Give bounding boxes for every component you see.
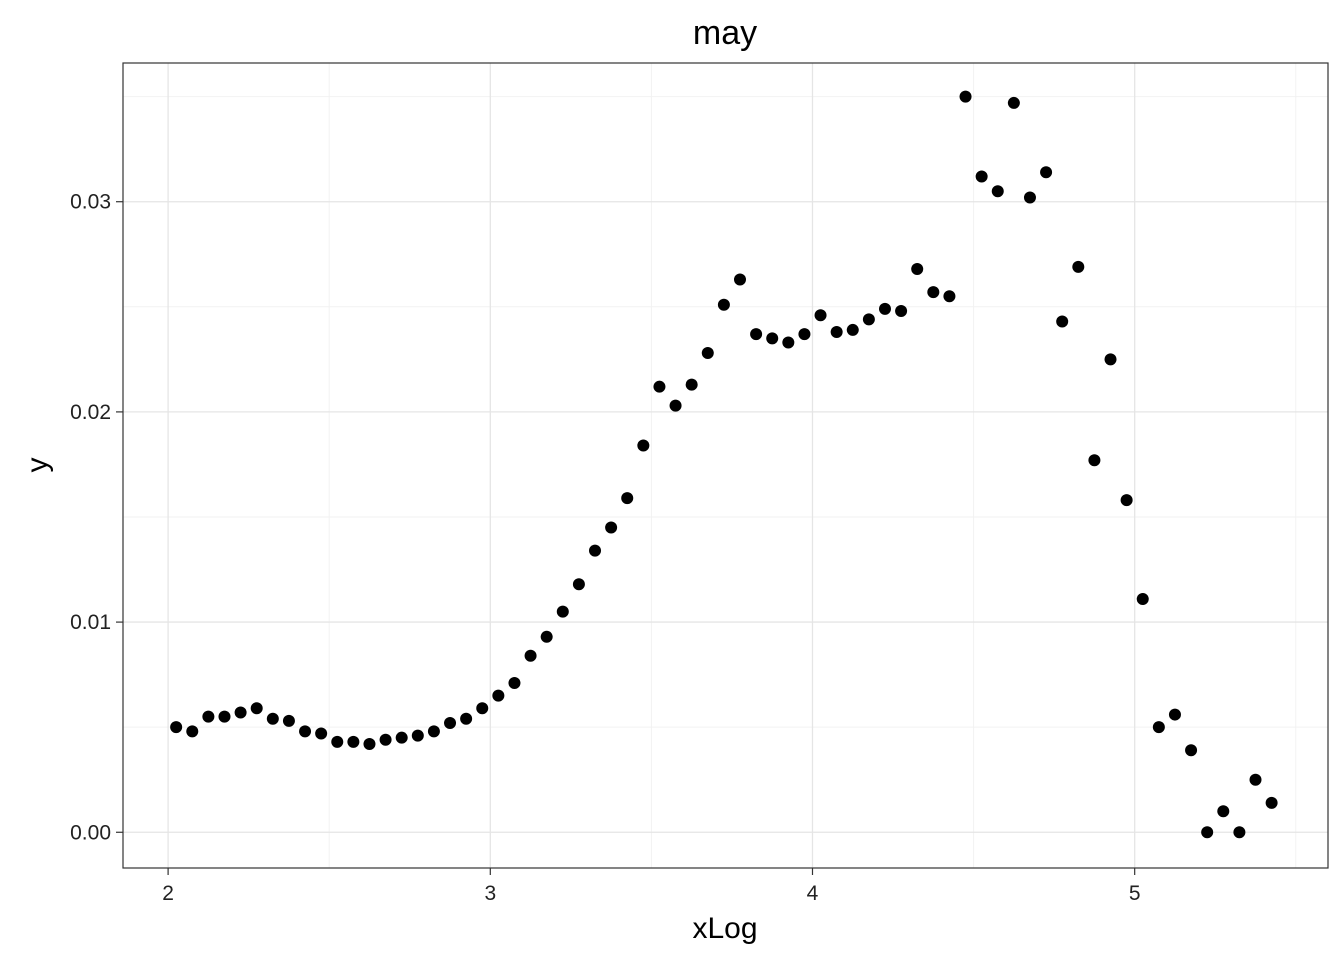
data-point	[733, 273, 746, 286]
data-point	[1136, 592, 1149, 605]
y-tick-label: 0.00	[70, 821, 111, 844]
data-point	[202, 710, 215, 723]
data-point	[766, 332, 779, 345]
data-point	[911, 262, 924, 275]
data-point	[605, 521, 618, 534]
data-point	[234, 706, 247, 719]
x-tick-label: 3	[484, 882, 496, 905]
data-point	[943, 290, 956, 303]
data-point	[1023, 191, 1036, 204]
x-tick-label: 4	[807, 882, 819, 905]
data-point	[1265, 796, 1278, 809]
data-point	[572, 578, 585, 591]
data-point	[250, 702, 263, 715]
data-point	[895, 305, 908, 318]
data-point	[830, 326, 843, 339]
data-point	[1104, 353, 1117, 366]
y-tick-label: 0.01	[70, 611, 111, 634]
data-point	[218, 710, 231, 723]
data-point	[717, 298, 730, 311]
data-point	[878, 302, 891, 315]
data-point	[927, 286, 940, 299]
data-point	[411, 729, 424, 742]
data-point	[1217, 805, 1230, 818]
data-points	[170, 90, 1278, 839]
data-point	[637, 439, 650, 452]
data-point	[395, 731, 408, 744]
data-point	[621, 492, 634, 505]
data-point	[685, 378, 698, 391]
data-point	[444, 716, 457, 729]
data-point	[540, 630, 553, 643]
data-point	[186, 725, 199, 738]
data-point	[492, 689, 505, 702]
data-point	[1007, 96, 1020, 109]
data-point	[1088, 454, 1101, 467]
y-axis-title: y	[21, 458, 54, 473]
data-point	[1185, 744, 1198, 757]
data-point	[460, 712, 473, 725]
data-point	[1152, 721, 1165, 734]
data-point	[282, 714, 295, 727]
y-tick-label: 0.03	[70, 191, 111, 214]
data-point	[347, 735, 360, 748]
x-tick-label: 2	[162, 882, 174, 905]
data-point	[556, 605, 569, 618]
x-axis: 2 3 4 5	[162, 868, 1141, 905]
data-point	[363, 737, 376, 750]
data-point	[427, 725, 440, 738]
data-point	[975, 170, 988, 183]
data-point	[1072, 260, 1085, 273]
data-point	[524, 649, 537, 662]
data-point	[798, 328, 811, 341]
data-point	[331, 735, 344, 748]
data-point	[1249, 773, 1262, 786]
data-point	[669, 399, 682, 412]
data-point	[266, 712, 279, 725]
data-point	[1201, 826, 1214, 839]
data-point	[299, 725, 312, 738]
y-tick-label: 0.02	[70, 401, 111, 424]
x-tick-label: 5	[1129, 882, 1141, 905]
data-point	[1056, 315, 1069, 328]
data-point	[589, 544, 602, 557]
data-point	[170, 721, 183, 734]
data-point	[846, 323, 859, 336]
y-axis: 0.00 0.01 0.02 0.03	[70, 191, 123, 844]
data-point	[315, 727, 328, 740]
major-gridlines	[123, 63, 1328, 868]
data-point	[1233, 826, 1246, 839]
chart-title: may	[693, 14, 757, 52]
data-point	[782, 336, 795, 349]
data-point	[476, 702, 489, 715]
plot-panel-border	[122, 62, 1329, 869]
data-point	[653, 380, 666, 393]
data-point	[508, 677, 521, 690]
data-point	[379, 733, 392, 746]
data-point	[1168, 708, 1181, 721]
data-point	[814, 309, 827, 322]
data-point	[750, 328, 763, 341]
data-point	[1120, 494, 1133, 507]
data-point	[701, 347, 714, 360]
data-point	[1040, 166, 1053, 179]
x-axis-title: xLog	[692, 912, 757, 945]
data-point	[862, 313, 875, 326]
data-point	[959, 90, 972, 103]
data-point	[991, 185, 1004, 198]
